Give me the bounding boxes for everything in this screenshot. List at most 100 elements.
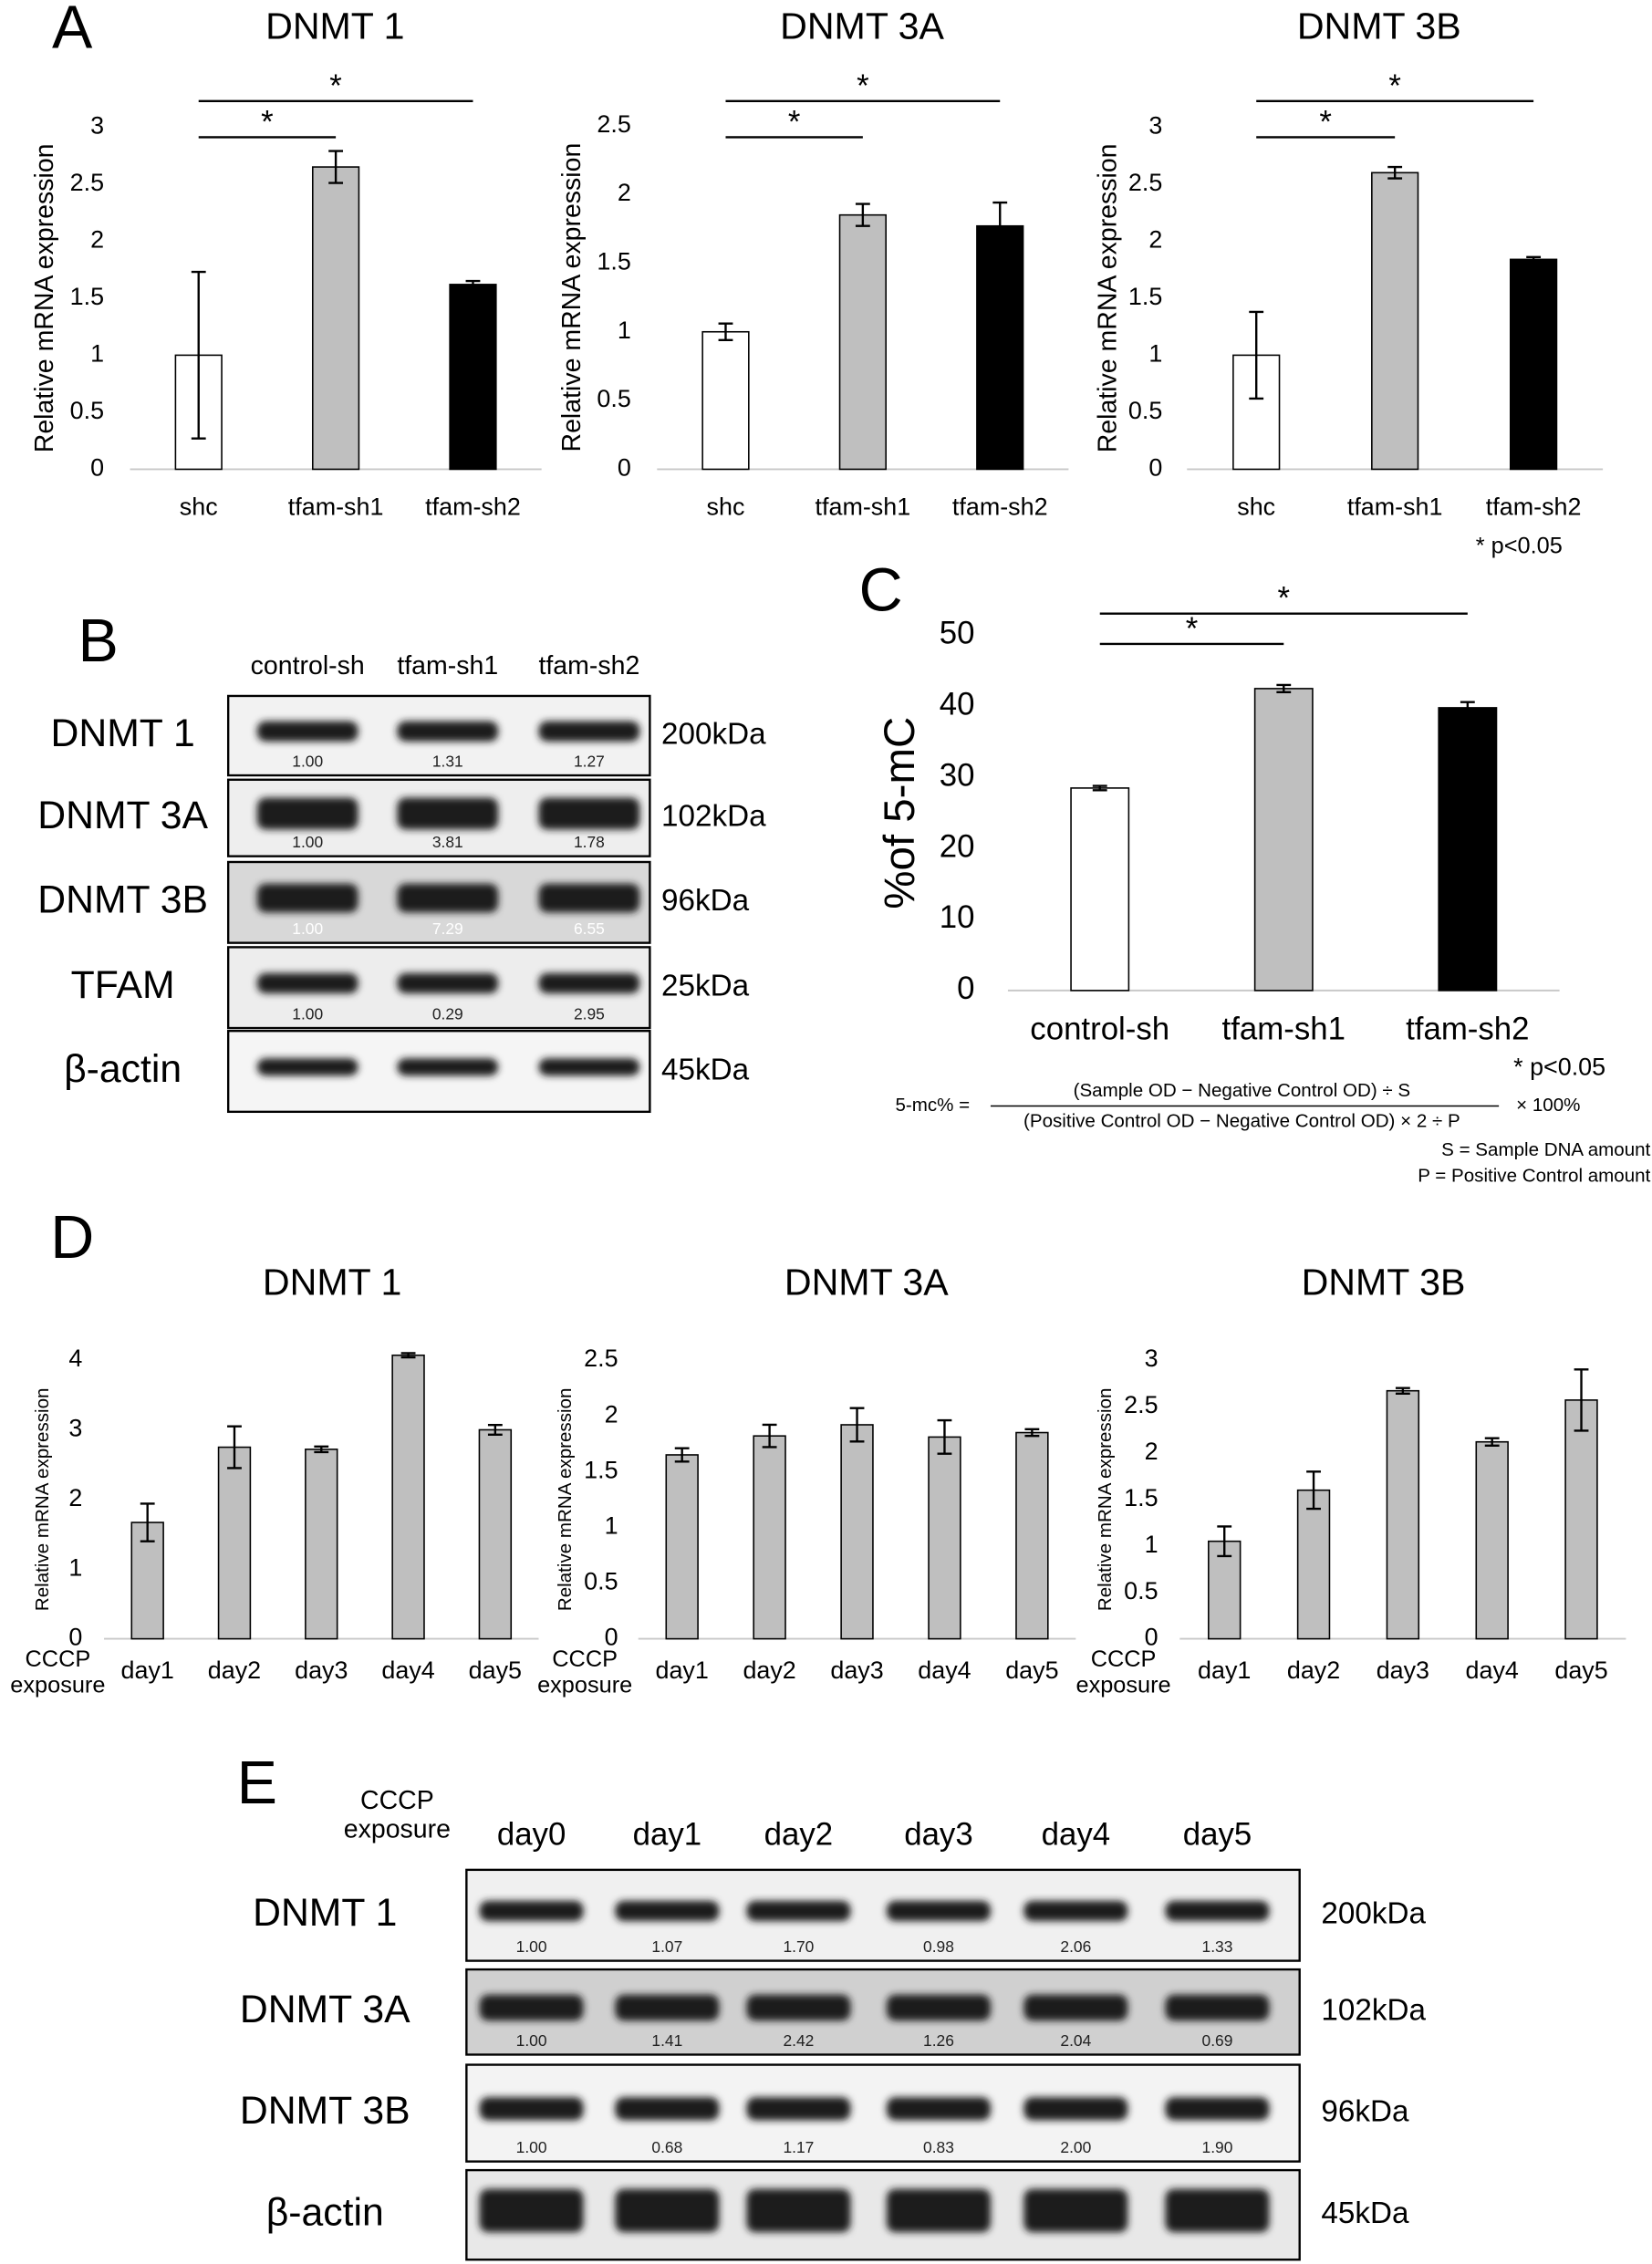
x-tick-label: shc	[707, 493, 745, 520]
error-bar	[1276, 683, 1292, 693]
band-quantification: 1.31	[432, 752, 463, 770]
blot-band	[538, 972, 640, 994]
blot-strip	[465, 1868, 1301, 1962]
band-quantification: 1.26	[923, 2031, 954, 2050]
blot-band	[1023, 1900, 1128, 1922]
panel-label: B	[78, 608, 119, 675]
chart-title: DNMT 3B	[1297, 5, 1461, 47]
blot-band	[256, 797, 358, 830]
error-bar	[674, 1447, 690, 1463]
x-tick-label: control-sh	[1030, 1011, 1169, 1046]
bar	[1371, 171, 1419, 471]
y-axis-label: Relative mRNA expression	[30, 143, 59, 452]
x-tick-label: tfam-sh2	[952, 493, 1048, 520]
y-tick-label: 3	[1145, 1345, 1158, 1372]
lane-label: day2	[764, 1817, 834, 1853]
molecular-weight: 25kDa	[661, 969, 750, 1002]
y-tick-label: 0	[618, 454, 631, 482]
note: * p<0.05	[1476, 534, 1563, 559]
y-tick-label: 2.5	[597, 110, 630, 138]
error-bar	[191, 270, 206, 440]
molecular-weight: 96kDa	[661, 884, 750, 918]
blot-band	[615, 2188, 720, 2233]
x-tick-label: day4	[1466, 1656, 1519, 1684]
blot-band	[615, 2097, 720, 2121]
band-quantification: 0.98	[923, 1937, 954, 1956]
significance-mark: *	[1388, 68, 1401, 104]
bar	[1253, 688, 1314, 992]
blot-band	[256, 721, 358, 742]
chart-title: DNMT 1	[263, 1262, 401, 1303]
panel-label: C	[859, 557, 903, 625]
significance-mark: *	[1186, 611, 1199, 647]
x-axis-label: exposure	[10, 1673, 105, 1698]
error-bar	[762, 1423, 777, 1449]
lane-label: tfam-sh1	[397, 651, 498, 680]
protein-label: DNMT 1	[253, 1891, 397, 1935]
x-tick-label: day4	[918, 1656, 971, 1684]
molecular-weight: 45kDa	[1321, 2196, 1409, 2230]
panel-label: A	[52, 0, 93, 61]
bar	[1475, 1440, 1509, 1640]
panel-label: D	[50, 1204, 94, 1272]
band-quantification: 2.00	[1060, 2138, 1091, 2156]
y-tick-label: 0	[957, 971, 974, 1006]
x-tick-label: tfam-sh2	[1406, 1011, 1529, 1046]
formula-definition: P = Positive Control amount	[1418, 1166, 1650, 1187]
blot-band	[479, 1994, 584, 2021]
blot-band	[746, 1994, 851, 2021]
error-bar	[1526, 255, 1542, 264]
x-tick-label: tfam-sh1	[816, 493, 911, 520]
y-tick-label: 2.5	[584, 1345, 618, 1372]
chart-title: DNMT 3A	[780, 5, 944, 47]
band-quantification: 1.00	[292, 1004, 323, 1023]
protein-label: β-actin	[64, 1047, 182, 1091]
y-tick-label: 1	[90, 340, 104, 368]
y-axis-label: Relative mRNA expression	[557, 143, 587, 452]
bar	[1564, 1399, 1598, 1640]
error-bar	[849, 1407, 865, 1443]
blot-band	[746, 2097, 851, 2121]
y-tick-label: 30	[940, 757, 975, 793]
band-quantification: 1.70	[783, 1937, 814, 1956]
blot-band	[538, 1058, 640, 1076]
blot-band	[538, 721, 640, 742]
y-axis-label: Relative mRNA expression	[32, 1388, 53, 1612]
blot-band	[1165, 1900, 1270, 1922]
lane-label: day0	[497, 1817, 566, 1853]
error-bar	[400, 1352, 416, 1359]
molecular-weight: 102kDa	[661, 799, 766, 833]
blot-band	[538, 883, 640, 913]
error-bar	[1395, 1386, 1410, 1395]
band-quantification: 1.00	[292, 833, 323, 851]
y-tick-label: 2	[1145, 1438, 1158, 1465]
y-tick-label: 10	[940, 899, 975, 935]
blot-band	[397, 883, 499, 913]
x-tick-label: day1	[1198, 1656, 1251, 1684]
error-bar	[140, 1502, 155, 1542]
molecular-weight: 102kDa	[1321, 1994, 1426, 2028]
error-bar	[1387, 165, 1403, 180]
band-quantification: 3.81	[432, 833, 463, 851]
band-quantification: 1.00	[516, 1937, 547, 1956]
band-quantification: 0.68	[651, 2138, 682, 2156]
formula-definition: S = Sample DNA amount	[1441, 1139, 1650, 1160]
bar	[1070, 787, 1130, 992]
y-tick-label: 2	[1148, 225, 1162, 253]
significance-mark: *	[261, 104, 274, 140]
error-bar	[1460, 701, 1475, 715]
bar	[1438, 707, 1498, 992]
x-tick-label: day4	[381, 1656, 434, 1684]
x-tick-label: tfam-sh1	[1347, 493, 1443, 520]
y-tick-label: 1	[618, 317, 631, 344]
error-bar	[992, 201, 1008, 251]
y-tick-label: 0.5	[1124, 1577, 1158, 1605]
lane-label: day5	[1183, 1817, 1252, 1853]
x-tick-label: tfam-sh1	[1222, 1011, 1345, 1046]
y-tick-label: 3	[68, 1415, 82, 1442]
y-tick-label: 20	[940, 828, 975, 864]
blot-band	[886, 2188, 991, 2233]
significance-mark: *	[1278, 581, 1291, 617]
chart-title: DNMT 3A	[784, 1262, 949, 1303]
band-quantification: 0.83	[923, 2138, 954, 2156]
